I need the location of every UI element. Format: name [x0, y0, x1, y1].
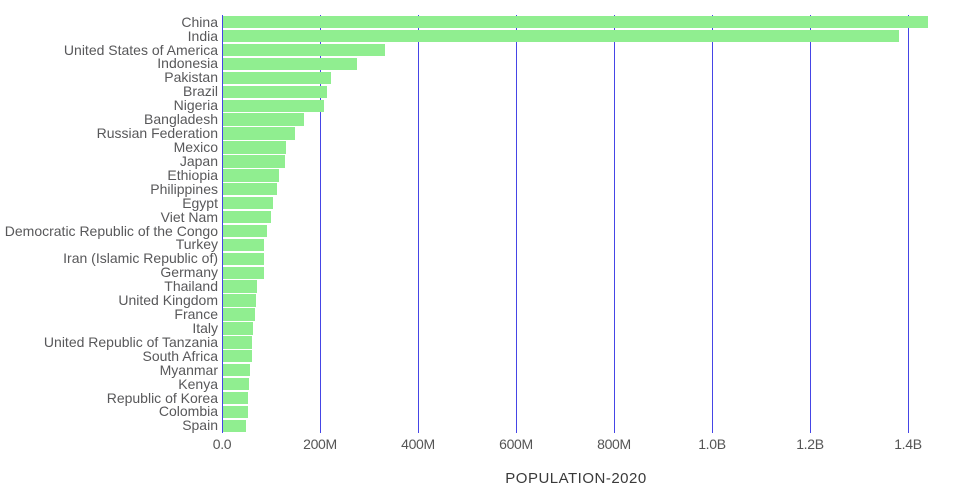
gridline-600M	[516, 15, 517, 433]
category-label: Turkey	[175, 236, 218, 253]
category-label: Bangladesh	[144, 111, 218, 128]
bar	[223, 280, 258, 293]
x-tick-label: 400M	[401, 436, 435, 452]
bar	[223, 113, 304, 126]
bar	[223, 266, 265, 279]
category-label: France	[174, 306, 218, 323]
bar	[223, 43, 386, 57]
bar	[223, 391, 249, 405]
bar	[223, 85, 328, 98]
category-label: Spain	[182, 417, 218, 434]
bar	[223, 294, 257, 307]
category-label: Japan	[179, 152, 218, 169]
bar	[223, 419, 246, 433]
bar	[223, 29, 900, 43]
bar	[223, 308, 255, 321]
bar	[223, 16, 929, 29]
bar	[223, 364, 250, 377]
category-label: China	[181, 13, 218, 30]
bar	[223, 196, 274, 210]
gridline-200M	[320, 15, 321, 433]
category-label: United States of America	[63, 41, 218, 58]
category-label: Russian Federation	[96, 125, 218, 142]
category-label: Kenya	[178, 375, 218, 392]
gridline-1.0B	[712, 15, 713, 433]
category-label: Republic of Korea	[106, 389, 218, 406]
category-label: Democratic Republic of the Congo	[4, 222, 218, 239]
category-label: Philippines	[150, 180, 218, 197]
category-label: Brazil	[182, 83, 218, 100]
bar	[223, 377, 250, 391]
category-label: India	[187, 27, 218, 44]
bar	[223, 322, 253, 335]
gridline-400M	[418, 15, 419, 433]
bar	[223, 336, 253, 349]
bar	[223, 71, 332, 85]
gridline-0.0	[222, 15, 223, 433]
x-tick-label: 1.4B	[894, 436, 922, 452]
x-axis-title: POPULATION-2020	[505, 470, 647, 487]
category-label: United Republic of Tanzania	[43, 333, 218, 350]
bar	[223, 350, 253, 363]
bar	[223, 127, 295, 140]
category-label: Viet Nam	[160, 208, 218, 225]
bar	[223, 252, 265, 266]
x-tick-label: 200M	[303, 436, 337, 452]
x-tick-label: 800M	[597, 436, 631, 452]
x-tick-label: 1.2B	[796, 436, 824, 452]
category-label: Italy	[192, 319, 218, 336]
bar	[223, 99, 324, 112]
x-tick-label: 0.0	[212, 436, 232, 452]
bar	[223, 405, 248, 419]
bar	[223, 238, 265, 252]
bar	[223, 183, 277, 196]
bar	[223, 141, 287, 154]
category-label: United Kingdom	[118, 292, 218, 309]
bar	[223, 224, 267, 238]
category-label: Ethiopia	[167, 166, 218, 183]
category-label: Indonesia	[157, 55, 218, 72]
category-label: Germany	[160, 264, 218, 281]
category-label: Nigeria	[173, 97, 218, 114]
category-label: Mexico	[173, 138, 218, 155]
category-label: Iran (Islamic Republic of)	[63, 250, 218, 267]
x-tick-label: 1.0B	[698, 436, 726, 452]
x-tick-label: 600M	[499, 436, 533, 452]
gridline-1.2B	[810, 15, 811, 433]
bar	[223, 169, 280, 182]
category-label: Colombia	[158, 403, 218, 420]
gridline-800M	[614, 15, 615, 433]
category-label: Pakistan	[164, 69, 218, 86]
bar	[223, 210, 271, 224]
category-label: Thailand	[164, 278, 218, 295]
category-label: South Africa	[142, 347, 219, 364]
gridline-1.4B	[908, 15, 909, 433]
category-label: Myanmar	[159, 361, 218, 378]
category-label: Egypt	[182, 194, 218, 211]
bar	[223, 155, 285, 168]
bar	[223, 57, 357, 71]
